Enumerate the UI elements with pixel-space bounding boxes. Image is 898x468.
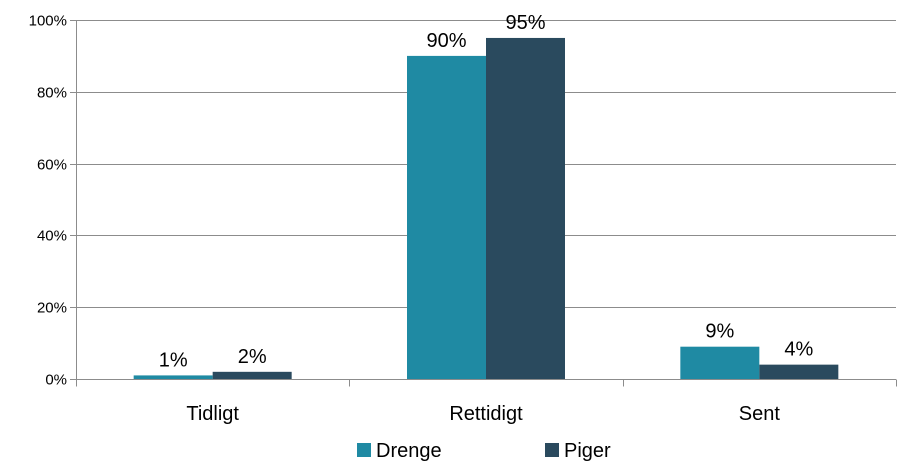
bar-drenge-sent — [680, 346, 760, 379]
bar-drenge-tidligt — [133, 375, 213, 379]
bar-piger-tidligt — [212, 371, 292, 379]
x-category-label: Rettidigt — [449, 403, 523, 425]
y-tick-label: 0% — [45, 372, 67, 389]
y-tick-label: 40% — [37, 228, 67, 245]
bar-drenge-rettidigt — [407, 55, 486, 380]
y-tick-label: 100% — [29, 13, 67, 30]
data-labels: 1% 2% 90% 95% 9% 4% — [159, 12, 814, 371]
y-tick-label: 20% — [37, 300, 67, 317]
x-category-label: Sent — [739, 403, 781, 425]
legend-swatch-drenge — [357, 443, 371, 457]
y-axis-tick-labels: 0% 20% 40% 60% 80% 100% — [29, 13, 67, 389]
bar-piger-rettidigt — [486, 37, 565, 379]
data-label: 95% — [505, 12, 545, 34]
x-category-label: Tidligt — [186, 403, 239, 425]
legend-label-drenge: Drenge — [376, 440, 442, 462]
data-label: 4% — [784, 339, 813, 361]
y-tick-label: 80% — [37, 85, 67, 102]
legend-label-piger: Piger — [564, 440, 611, 462]
bars — [133, 37, 839, 380]
data-label: 9% — [705, 321, 734, 343]
bar-piger-sent — [759, 364, 839, 379]
axes — [70, 20, 897, 387]
data-label: 1% — [159, 349, 188, 371]
x-axis-tick-labels: Tidligt Rettidigt Sent — [186, 403, 780, 425]
data-label: 2% — [238, 346, 267, 368]
legend: Drenge Piger — [357, 440, 611, 462]
data-label: 90% — [426, 30, 466, 52]
y-tick-label: 60% — [37, 157, 67, 174]
legend-swatch-piger — [545, 443, 559, 457]
